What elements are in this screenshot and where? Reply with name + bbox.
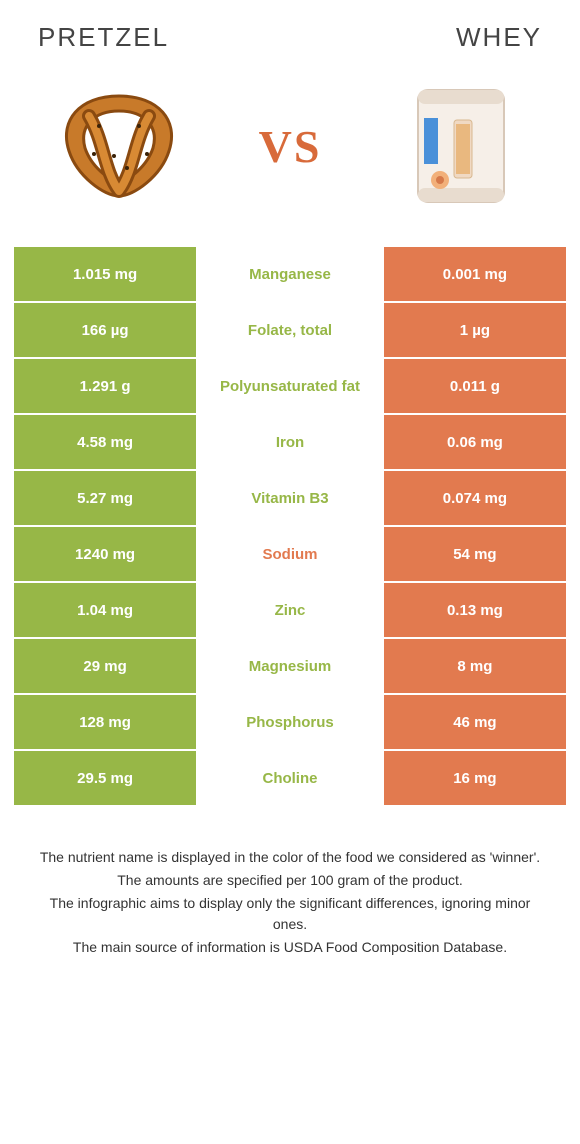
right-value: 0.06 mg xyxy=(384,415,566,471)
nutrient-row: 29.5 mgCholine16 mg xyxy=(14,751,566,807)
nutrient-name: Vitamin B3 xyxy=(196,471,384,527)
nutrient-name: Zinc xyxy=(196,583,384,639)
left-value: 166 µg xyxy=(14,303,196,359)
nutrient-name: Magnesium xyxy=(196,639,384,695)
pretzel-image xyxy=(44,71,194,221)
nutrient-row: 1.04 mgZinc0.13 mg xyxy=(14,583,566,639)
vs-label: VS xyxy=(259,120,322,173)
right-value: 46 mg xyxy=(384,695,566,751)
nutrient-name: Polyunsaturated fat xyxy=(196,359,384,415)
right-value: 8 mg xyxy=(384,639,566,695)
left-value: 29.5 mg xyxy=(14,751,196,807)
right-value: 54 mg xyxy=(384,527,566,583)
header-row: Pretzel Whey xyxy=(14,12,566,71)
nutrient-row: 1240 mgSodium54 mg xyxy=(14,527,566,583)
right-value: 1 µg xyxy=(384,303,566,359)
whey-icon xyxy=(406,76,516,216)
footnote-line: The nutrient name is displayed in the co… xyxy=(32,847,548,868)
left-value: 1240 mg xyxy=(14,527,196,583)
nutrient-name: Phosphorus xyxy=(196,695,384,751)
nutrient-table: 1.015 mgManganese0.001 mg166 µgFolate, t… xyxy=(14,247,566,807)
right-value: 0.13 mg xyxy=(384,583,566,639)
nutrient-name: Choline xyxy=(196,751,384,807)
nutrient-row: 29 mgMagnesium8 mg xyxy=(14,639,566,695)
left-value: 5.27 mg xyxy=(14,471,196,527)
left-value: 1.015 mg xyxy=(14,247,196,303)
nutrient-name: Sodium xyxy=(196,527,384,583)
right-value: 16 mg xyxy=(384,751,566,807)
nutrient-row: 128 mgPhosphorus46 mg xyxy=(14,695,566,751)
footnote-line: The main source of information is USDA F… xyxy=(32,937,548,958)
right-value: 0.074 mg xyxy=(384,471,566,527)
nutrient-row: 5.27 mgVitamin B30.074 mg xyxy=(14,471,566,527)
left-value: 1.04 mg xyxy=(14,583,196,639)
image-row: VS xyxy=(14,71,566,247)
right-food-title: Whey xyxy=(456,22,542,53)
nutrient-row: 166 µgFolate, total1 µg xyxy=(14,303,566,359)
left-value: 4.58 mg xyxy=(14,415,196,471)
footnote-line: The amounts are specified per 100 gram o… xyxy=(32,870,548,891)
left-food-title: Pretzel xyxy=(38,22,169,53)
footnote-line: The infographic aims to display only the… xyxy=(32,893,548,935)
nutrient-name: Iron xyxy=(196,415,384,471)
left-value: 128 mg xyxy=(14,695,196,751)
nutrient-name: Folate, total xyxy=(196,303,384,359)
left-value: 1.291 g xyxy=(14,359,196,415)
right-value: 0.011 g xyxy=(384,359,566,415)
nutrient-name: Manganese xyxy=(196,247,384,303)
pretzel-icon xyxy=(49,76,189,216)
right-value: 0.001 mg xyxy=(384,247,566,303)
infographic-container: Pretzel Whey VS xyxy=(0,0,580,982)
nutrient-row: 1.015 mgManganese0.001 mg xyxy=(14,247,566,303)
footnotes: The nutrient name is displayed in the co… xyxy=(14,807,566,970)
left-value: 29 mg xyxy=(14,639,196,695)
nutrient-row: 4.58 mgIron0.06 mg xyxy=(14,415,566,471)
nutrient-row: 1.291 gPolyunsaturated fat0.011 g xyxy=(14,359,566,415)
whey-image xyxy=(386,71,536,221)
